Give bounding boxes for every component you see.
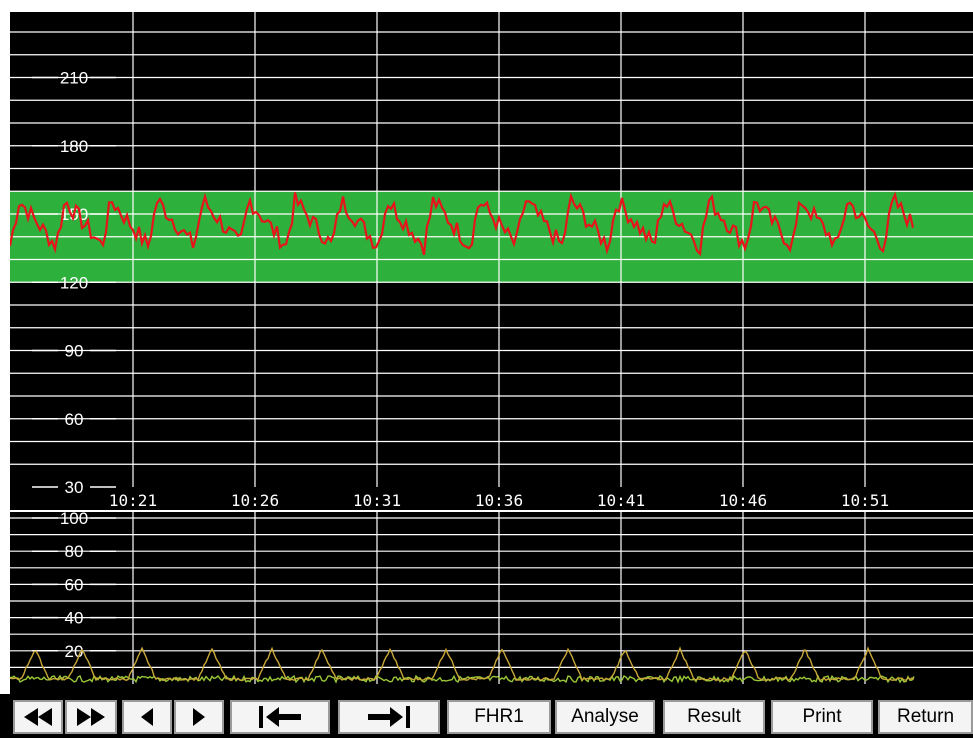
y-tick-label: 100 bbox=[60, 512, 88, 528]
y-tick-label: 60 bbox=[65, 575, 84, 594]
x-tick-label: 10:51 bbox=[841, 491, 889, 510]
fast-forward-icon bbox=[77, 708, 105, 726]
y-tick-label: 80 bbox=[65, 542, 84, 561]
x-tick-label: 10:36 bbox=[475, 491, 523, 510]
fast-forward-button[interactable] bbox=[65, 700, 117, 734]
x-tick-label: 10:21 bbox=[109, 491, 157, 510]
print-label: Print bbox=[802, 706, 842, 727]
fhr-chart-panel: 210 180 150 120 90 60 30 10:21 10:26 10:31 10:36 10… bbox=[10, 12, 973, 510]
result-button[interactable]: Result bbox=[663, 700, 765, 734]
analyse-label: Analyse bbox=[571, 706, 639, 727]
y-tick-label: 30 bbox=[65, 478, 84, 497]
toco-baseline bbox=[10, 674, 915, 684]
fhr-trace bbox=[10, 191, 915, 257]
y-tick-label: 180 bbox=[60, 137, 88, 156]
return-label: Return bbox=[896, 706, 955, 727]
to-start-button[interactable] bbox=[230, 700, 330, 734]
y-tick-label: 90 bbox=[65, 342, 84, 361]
step-forward-icon bbox=[193, 708, 205, 726]
y-tick-label: 210 bbox=[60, 69, 88, 88]
x-tick-label: 10:46 bbox=[719, 491, 767, 510]
analyse-button[interactable]: Analyse bbox=[555, 700, 655, 734]
to-end-button[interactable] bbox=[338, 700, 440, 734]
toco-chart-panel: 100 80 60 40 20 bbox=[10, 512, 973, 694]
return-button[interactable]: Return bbox=[878, 700, 973, 734]
fhr1-button[interactable]: FHR1 bbox=[447, 700, 551, 734]
rewind-button[interactable] bbox=[13, 700, 63, 734]
step-back-icon bbox=[141, 708, 153, 726]
rewind-icon bbox=[24, 708, 52, 726]
result-label: Result bbox=[687, 706, 741, 727]
step-forward-button[interactable] bbox=[174, 700, 224, 734]
print-button[interactable]: Print bbox=[771, 700, 873, 734]
x-tick-label: 10:31 bbox=[353, 491, 401, 510]
x-tick-label: 10:41 bbox=[597, 491, 645, 510]
step-back-button[interactable] bbox=[122, 700, 172, 734]
to-end-icon bbox=[368, 706, 410, 728]
x-tick-label: 10:26 bbox=[231, 491, 279, 510]
y-tick-label: 40 bbox=[65, 609, 84, 628]
toco-trace bbox=[10, 646, 915, 682]
y-tick-label: 60 bbox=[65, 410, 84, 429]
fhr1-label: FHR1 bbox=[474, 706, 524, 727]
to-start-icon bbox=[259, 706, 301, 728]
y-tick-label: 120 bbox=[60, 273, 88, 292]
